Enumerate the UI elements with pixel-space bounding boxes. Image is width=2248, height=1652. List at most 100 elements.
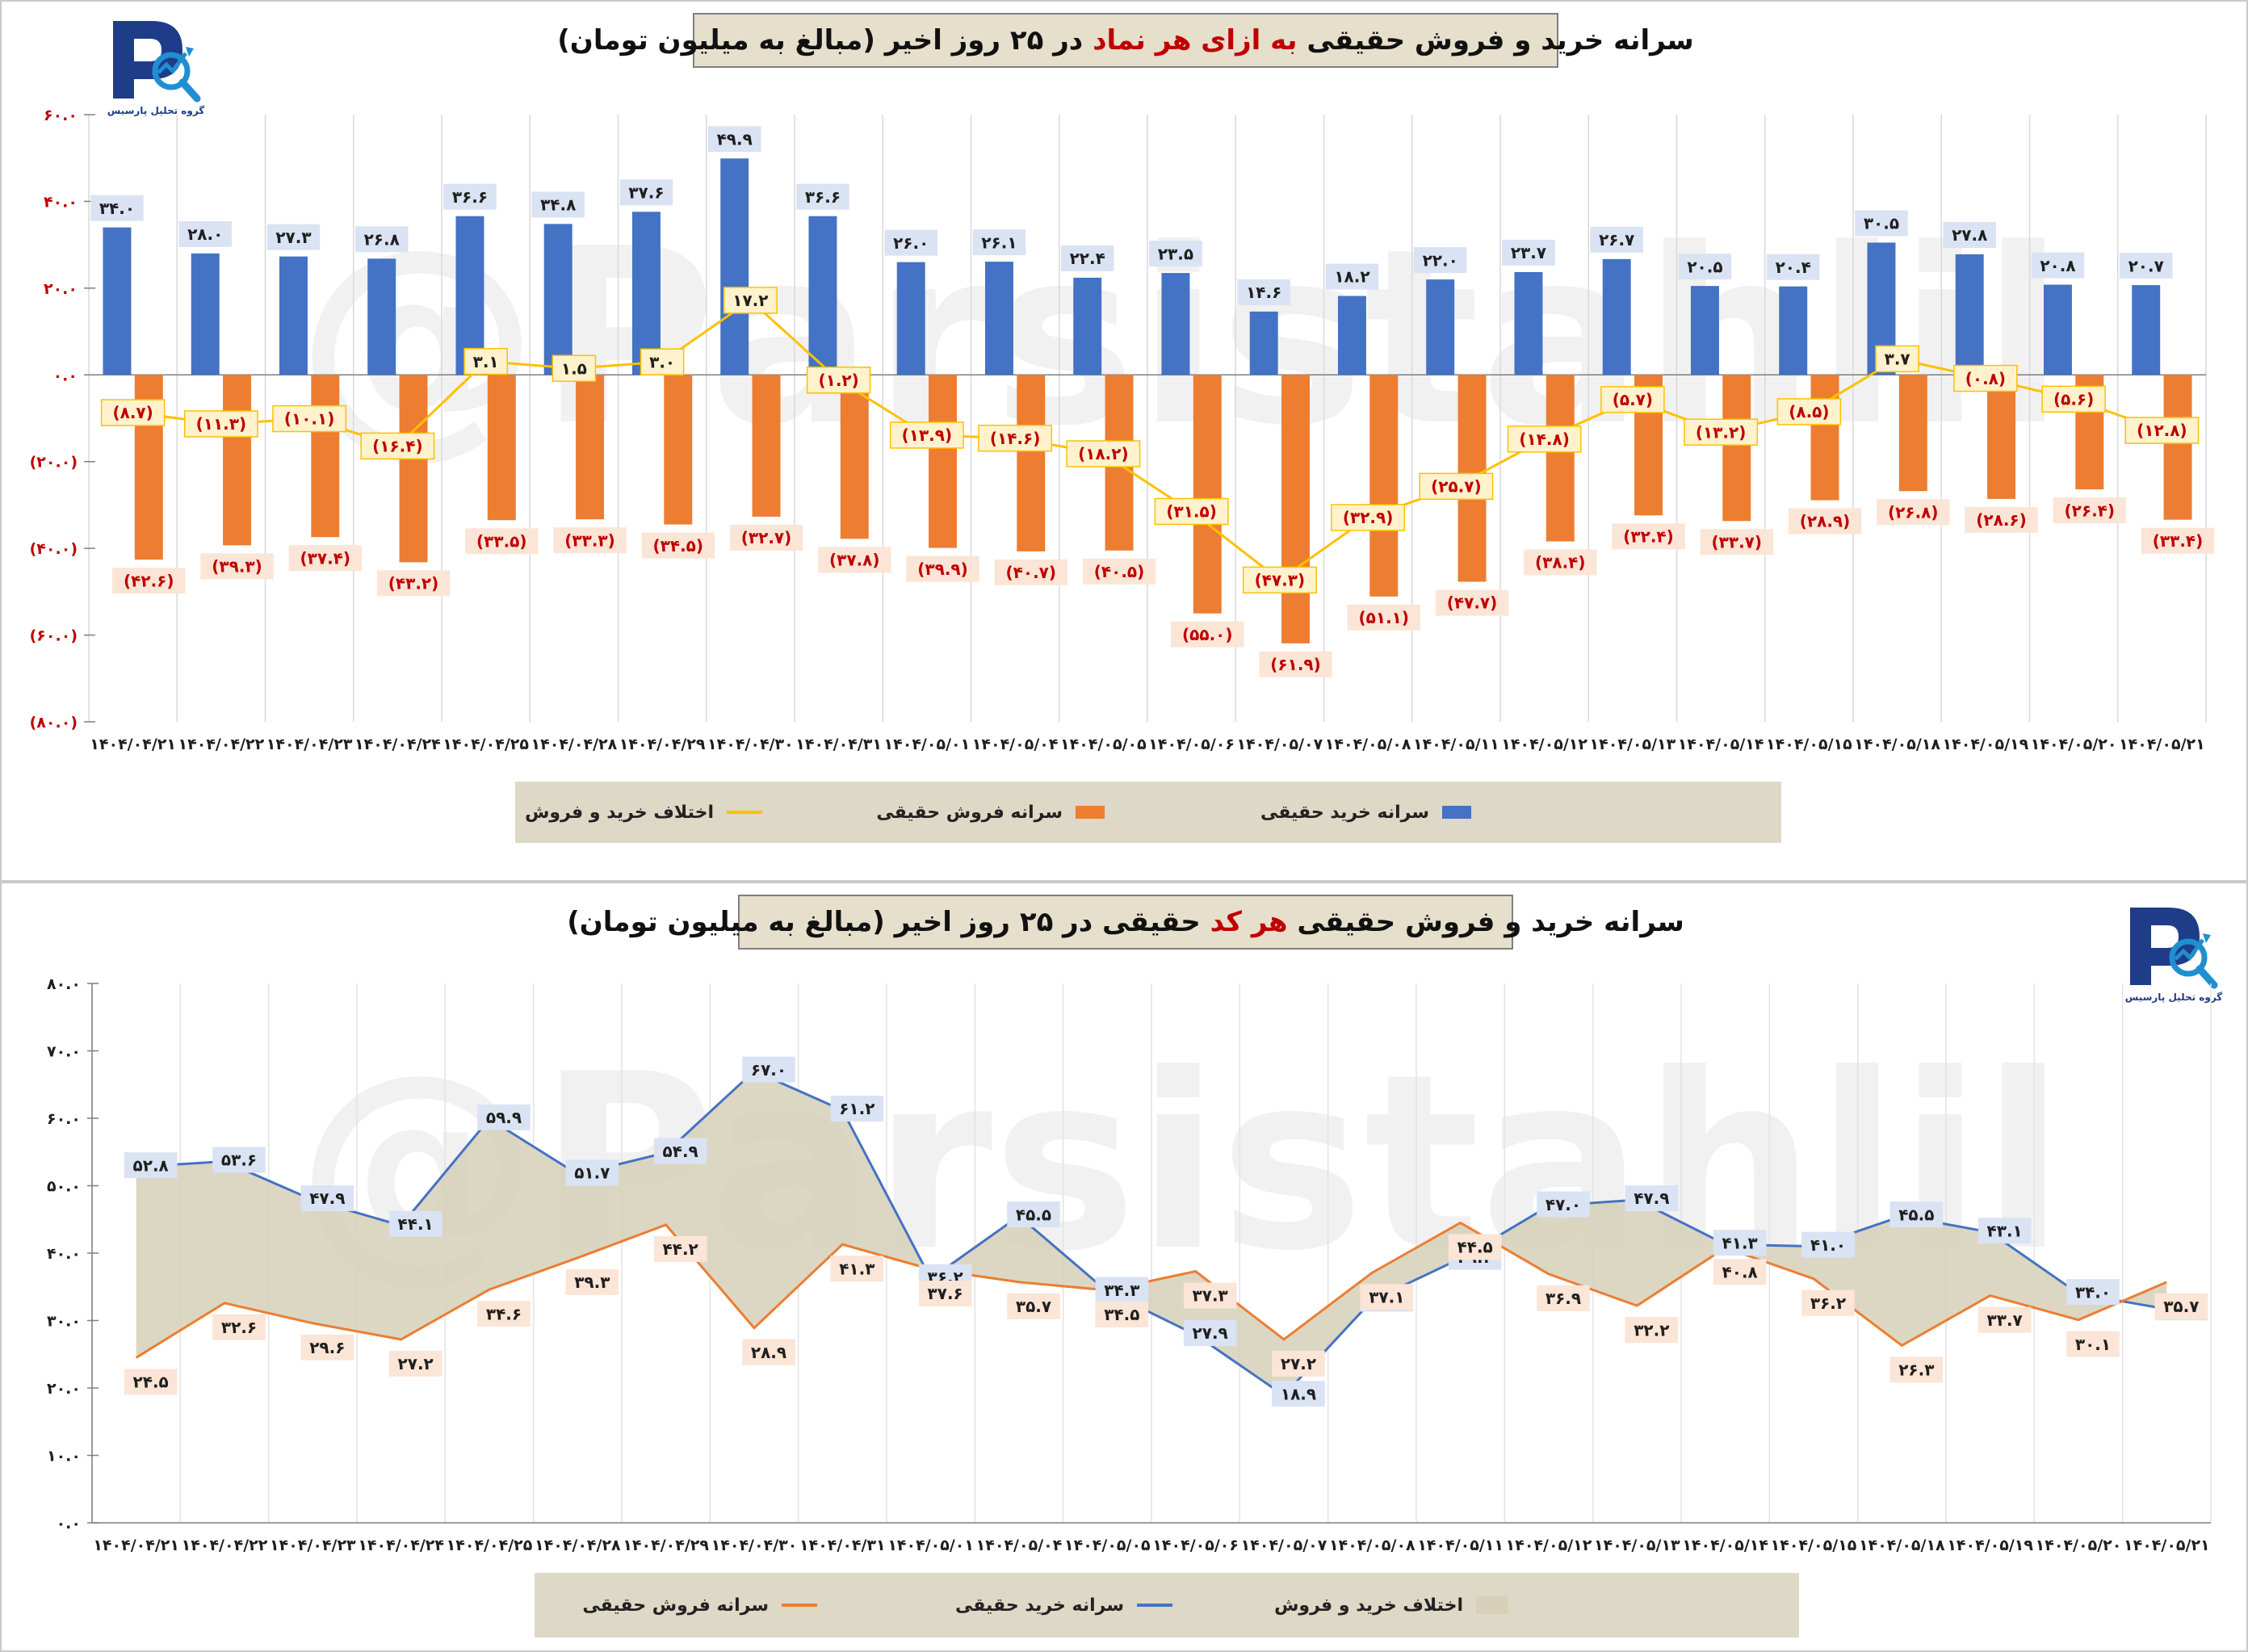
bar-sell <box>1987 375 2016 499</box>
svg-text:۱۸.۹: ۱۸.۹ <box>1281 1384 1316 1403</box>
svg-text:۴۷.۰: ۴۷.۰ <box>1546 1195 1581 1214</box>
x-tick-label: ۱۴۰۴/۰۵/۲۱ <box>2124 1537 2210 1554</box>
bar-sell <box>223 375 252 546</box>
data-label-sell: (۳۹.۳) <box>200 553 274 580</box>
data-label-buy: ۲۷.۸ <box>1943 221 1997 248</box>
x-tick-label: ۱۴۰۴/۰۵/۰۸ <box>1329 1537 1415 1554</box>
x-tick-label: ۱۴۰۴/۰۴/۳۱ <box>799 1537 886 1554</box>
bar-sell <box>1369 375 1399 597</box>
data-label-diff: ۱۷.۲ <box>723 287 778 314</box>
data-label-sell: ۳۵.۷ <box>2154 1293 2208 1319</box>
data-label-buy: ۴۳.۱ <box>1977 1218 2032 1244</box>
svg-text:(۱۲.۸): (۱۲.۸) <box>2137 421 2187 440</box>
svg-text:۳۴.۰: ۳۴.۰ <box>2075 1282 2111 1302</box>
bar-sell <box>840 375 869 539</box>
svg-text:۱۸.۲: ۱۸.۲ <box>1334 267 1369 287</box>
svg-text:۳.۰: ۳.۰ <box>649 352 675 371</box>
logo-caption: گروه تحلیل پارسیس <box>107 105 205 116</box>
x-tick-label: ۱۴۰۴/۰۵/۱۵ <box>1766 736 1852 753</box>
svg-text:(۲۶.۸): (۲۶.۸) <box>1888 502 1939 522</box>
x-tick-label: ۱۴۰۴/۰۵/۱۴ <box>1678 736 1764 753</box>
data-label-sell: ۲۴.۵ <box>124 1369 178 1395</box>
data-label-buy: ۴۱.۳ <box>1713 1230 1767 1256</box>
svg-text:(۱۱.۳): (۱۱.۳) <box>196 414 247 434</box>
svg-text:(۶۱.۹): (۶۱.۹) <box>1270 655 1321 674</box>
svg-text:۳۳.۷: ۳۳.۷ <box>1987 1310 2023 1330</box>
legend-label: اختلاف خرید و فروش <box>525 802 714 823</box>
svg-text:۲۷.۲: ۲۷.۲ <box>1281 1354 1316 1373</box>
svg-text:(۱۴.۶): (۱۴.۶) <box>990 429 1041 448</box>
svg-text:(۲۶.۴): (۲۶.۴) <box>2065 501 2116 520</box>
x-tick-label: ۱۴۰۴/۰۴/۲۵ <box>447 1537 533 1554</box>
svg-text:(۱۳.۲): (۱۳.۲) <box>1696 422 1747 442</box>
x-tick-label: ۱۴۰۴/۰۴/۳۰ <box>707 736 794 753</box>
data-label-sell: ۳۳.۷ <box>1977 1306 2032 1333</box>
data-label-buy: ۳۰.۵ <box>1855 210 1908 237</box>
bar-buy <box>1073 277 1102 375</box>
svg-text:۱۴.۶: ۱۴.۶ <box>1246 283 1281 302</box>
svg-text:۲۷.۳: ۲۷.۳ <box>275 228 311 247</box>
svg-text:۳۰.۵: ۳۰.۵ <box>1864 214 1899 233</box>
x-tick-label: ۱۴۰۴/۰۵/۰۸ <box>1325 736 1411 753</box>
svg-text:۲۲.۴: ۲۲.۴ <box>1070 249 1105 268</box>
data-label-sell: (۳۷.۴) <box>288 545 362 572</box>
svg-text:(۳۲.۹): (۳۲.۹) <box>1343 508 1394 527</box>
y-tick-label: (۶۰.۰) <box>30 627 78 645</box>
x-tick-label: ۱۴۰۴/۰۴/۲۲ <box>182 1537 268 1554</box>
x-tick-label: ۱۴۰۴/۰۵/۱۳ <box>1590 736 1676 753</box>
data-label-buy: ۲۰.۸ <box>2031 252 2085 279</box>
title-part: در ۲۵ روز اخیر (مبالغ به میلیون تومان) <box>557 24 1084 57</box>
data-label-diff: (۵.۷) <box>1600 386 1665 413</box>
x-tick-label: ۱۴۰۴/۰۴/۲۵ <box>442 736 529 753</box>
svg-text:(۳۳.۳): (۳۳.۳) <box>564 530 615 550</box>
svg-text:(۸.۷): (۸.۷) <box>112 403 153 422</box>
data-label-sell: (۲۸.۶) <box>1965 506 2038 533</box>
svg-text:(۴۰.۵): (۴۰.۵) <box>1094 562 1145 581</box>
svg-text:۳۴.۰: ۳۴.۰ <box>99 199 135 218</box>
parsis-logo: گروه تحلیل پارسیس <box>2119 901 2229 1006</box>
svg-text:۱.۵: ۱.۵ <box>561 358 587 378</box>
data-label-buy: ۲۶.۱ <box>972 229 1026 256</box>
x-tick-label: ۱۴۰۴/۰۵/۱۲ <box>1506 1537 1592 1554</box>
data-label-buy: ۵۲.۸ <box>124 1152 178 1179</box>
svg-text:۲۶.۳: ۲۶.۳ <box>1898 1361 1934 1380</box>
data-label-sell: (۴۰.۷) <box>994 559 1067 585</box>
bar-buy <box>1161 273 1190 375</box>
bar-buy <box>543 224 572 375</box>
data-label-buy: ۴۷.۰ <box>1537 1191 1590 1218</box>
svg-text:۲۰.۸: ۲۰.۸ <box>2040 256 2075 275</box>
svg-text:۵۳.۶: ۵۳.۶ <box>221 1151 257 1170</box>
svg-text:۳۵.۷: ۳۵.۷ <box>1016 1297 1051 1316</box>
data-label-buy: ۳۴.۰ <box>2066 1279 2120 1306</box>
data-label-sell: ۳۶.۹ <box>1537 1285 1590 1311</box>
svg-text:(۱۴.۸): (۱۴.۸) <box>1519 430 1570 449</box>
bar-sell <box>576 375 605 520</box>
x-tick-label: ۱۴۰۴/۰۵/۱۹ <box>1943 736 2029 753</box>
data-label-sell: ۴۴.۲ <box>653 1235 707 1262</box>
svg-text:۳۷.۶: ۳۷.۶ <box>928 1284 963 1303</box>
x-tick-label: ۱۴۰۴/۰۵/۰۱ <box>887 1537 974 1554</box>
y-tick-label: ۵۰.۰ <box>47 1178 81 1196</box>
svg-text:(۸.۵): (۸.۵) <box>1789 402 1829 421</box>
legend-swatch <box>727 811 762 814</box>
data-label-buy: ۳۴.۰ <box>90 195 144 221</box>
x-tick-label: ۱۴۰۴/۰۵/۱۱ <box>1413 736 1499 753</box>
data-label-diff: (۱۰.۱) <box>272 405 347 433</box>
data-label-sell: (۴۷.۷) <box>1435 589 1509 616</box>
data-label-sell: ۳۴.۶ <box>477 1301 531 1327</box>
x-tick-label: ۱۴۰۴/۰۴/۲۱ <box>93 1537 179 1554</box>
svg-text:۳۶.۹: ۳۶.۹ <box>1546 1289 1581 1308</box>
svg-text:۳.۷: ۳.۷ <box>1885 350 1910 369</box>
data-label-buy: ۵۱.۷ <box>565 1159 619 1186</box>
data-label-buy: ۴۵.۵ <box>1007 1201 1060 1228</box>
svg-text:۴۴.۱: ۴۴.۱ <box>398 1214 434 1234</box>
x-tick-label: ۱۴۰۴/۰۵/۲۰ <box>2031 736 2117 753</box>
bar-sell <box>1722 375 1751 522</box>
svg-text:۳۵.۷: ۳۵.۷ <box>2163 1297 2199 1316</box>
svg-text:(۳۳.۵): (۳۳.۵) <box>476 531 527 551</box>
svg-text:۲۲.۰: ۲۲.۰ <box>1423 250 1458 270</box>
bar-buy <box>1249 311 1278 375</box>
bar-buy <box>1602 258 1631 375</box>
x-tick-label: ۱۴۰۴/۰۵/۱۸ <box>1854 736 1940 753</box>
bar-sell <box>752 375 781 517</box>
